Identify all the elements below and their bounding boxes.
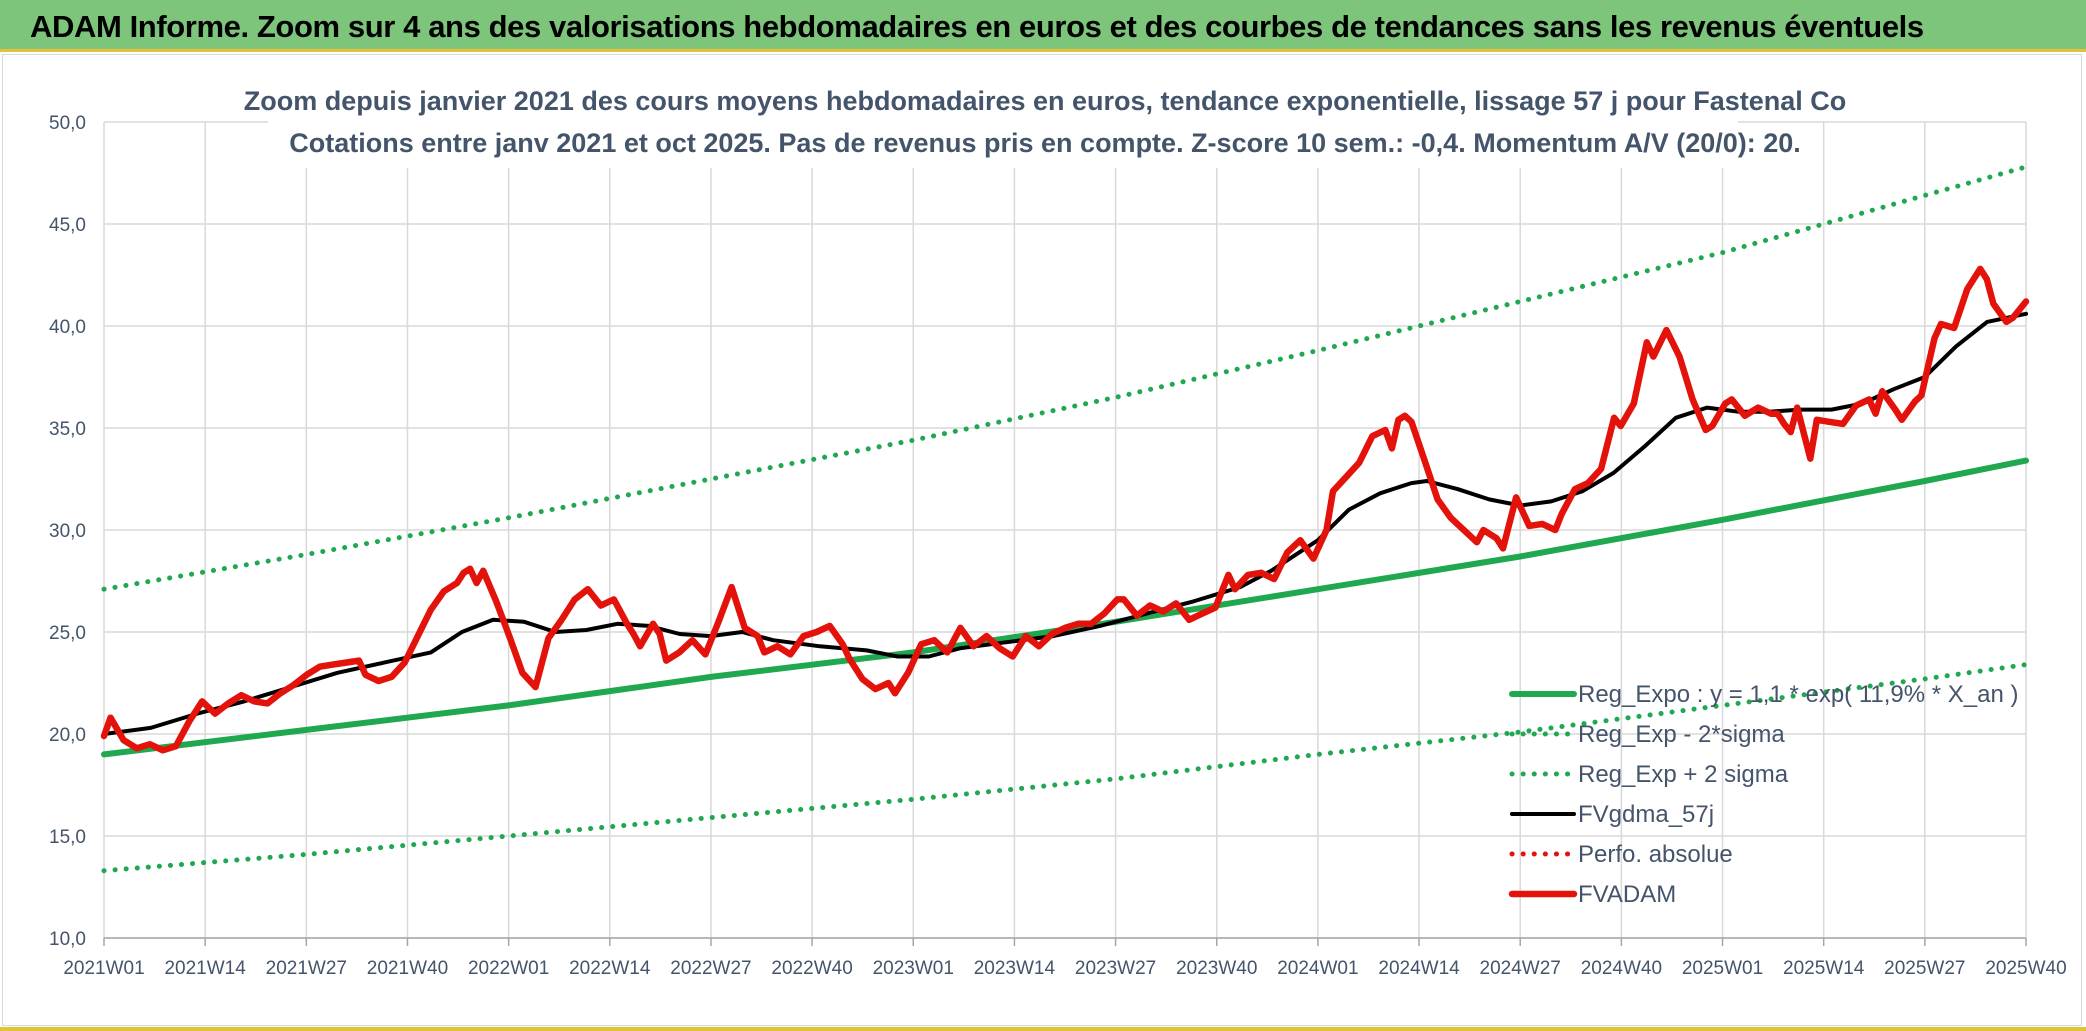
report-title: ADAM Informe. Zoom sur 4 ans des valoris… — [30, 9, 1924, 44]
y-tick-label: 15,0 — [49, 827, 86, 848]
x-tick-label: 2021W01 — [63, 958, 144, 979]
y-tick-label: 35,0 — [49, 419, 86, 440]
x-tick-label: 2024W01 — [1277, 958, 1358, 979]
series-line-reg-exp-2-sigma — [101, 164, 2029, 592]
y-tick-label: 45,0 — [49, 215, 86, 236]
chart-subtitle: Cotations entre janv 2021 et oct 2025. P… — [289, 128, 1801, 158]
x-axis-ticks: 2021W01 2021W14 2021W27 2021W40 2022W01 2022W… — [63, 958, 2066, 979]
legend-label: FVgdma_57j — [1578, 801, 1714, 828]
series-line-fvadam — [100, 265, 2030, 754]
bottom-accent-bar — [0, 1027, 2086, 1031]
x-tick-label: 2024W27 — [1480, 958, 1561, 979]
y-tick-label: 40,0 — [49, 317, 86, 338]
x-tick-label: 2025W27 — [1884, 958, 1965, 979]
x-tick-label: 2021W27 — [266, 958, 347, 979]
legend-label: Reg_Exp - 2*sigma — [1578, 721, 1785, 748]
x-tick-label: 2025W14 — [1783, 958, 1865, 979]
x-tick-label: 2023W27 — [1075, 958, 1156, 979]
x-tick-label: 2023W01 — [873, 958, 954, 979]
series-layer — [100, 164, 2030, 874]
x-tick-label: 2022W40 — [771, 958, 852, 979]
x-tick-label: 2022W01 — [468, 958, 549, 979]
chart-frame — [2, 54, 2082, 1026]
legend-label: FVADAM — [1578, 881, 1676, 908]
y-tick-label: 25,0 — [49, 623, 86, 644]
legend-label: Perfo. absolue — [1578, 841, 1733, 868]
x-tick-label: 2022W14 — [569, 958, 651, 979]
x-tick-label: 2023W40 — [1176, 958, 1257, 979]
grid — [103, 121, 2027, 946]
y-tick-label: 30,0 — [49, 521, 86, 542]
x-tick-label: 2021W40 — [367, 958, 448, 979]
legend-label: Reg_Exp + 2 sigma — [1578, 761, 1789, 788]
y-tick-label: 50,0 — [49, 113, 86, 134]
x-tick-label: 2025W40 — [1985, 958, 2066, 979]
x-tick-label: 2021W14 — [164, 958, 246, 979]
y-tick-label: 20,0 — [49, 725, 86, 746]
series-line-fvgdma-57j — [102, 311, 2028, 736]
series-line-reg-expo-y-1-1-exp-11-9-x-an- — [101, 457, 2029, 758]
x-tick-label: 2024W14 — [1378, 958, 1460, 979]
chart-title: Zoom depuis janvier 2021 des cours moyen… — [244, 86, 1847, 116]
x-tick-label: 2024W40 — [1581, 958, 1662, 979]
x-tick-label: 2025W01 — [1682, 958, 1763, 979]
report-banner: ADAM Informe. Zoom sur 4 ans des valoris… — [0, 0, 2086, 52]
legend: Reg_Expo : y = 1,1 * exp( 11,9% * X_an )… — [1508, 681, 2018, 908]
legend-label: Reg_Expo : y = 1,1 * exp( 11,9% * X_an ) — [1578, 681, 2018, 708]
y-axis-ticks: 10,0 15,0 20,0 25,0 30,0 35,0 40,0 45,0 50,0 — [49, 113, 86, 950]
x-tick-label: 2023W14 — [974, 958, 1056, 979]
y-tick-label: 10,0 — [49, 929, 86, 950]
x-tick-label: 2022W27 — [670, 958, 751, 979]
title-box — [268, 79, 1738, 168]
